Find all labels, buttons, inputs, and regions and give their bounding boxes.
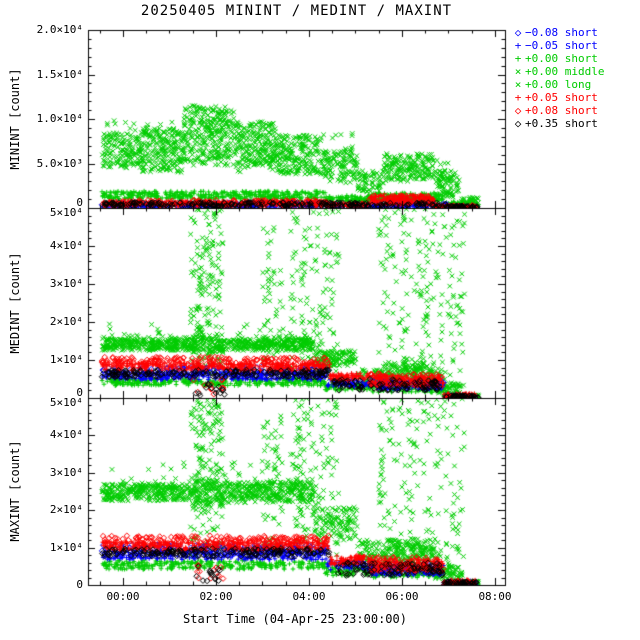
y-axis-label-maxint: MAXINT [count] [8,440,22,542]
x-tick-label: 04:00 [292,590,326,603]
legend-item: ◇ +0.35 short [511,117,604,130]
y-tick-label: 1.0×10⁴ [36,112,83,125]
y-tick-label: 2×10⁴ [49,315,83,328]
legend-symbol-plus-icon: + [514,91,522,104]
legend-label: −0.05 short [525,39,598,52]
y-tick-label: 1.5×10⁴ [36,67,83,81]
legend-item: ◇ +0.08 short [511,104,604,117]
legend-item: + +0.00 short [511,52,604,65]
legend: ◇ −0.08 short + −0.05 short + +0.00 short × +0.… [511,26,605,130]
y-tick-label: 3×10⁴ [49,277,83,290]
x-axis-label: Start Time (04-Apr-25 23:00:00) [183,612,407,626]
x-tick-label: 06:00 [385,590,419,603]
x-tick-label: 08:00 [478,590,512,603]
y-tick-label: 5×10⁴ [49,396,83,409]
y-tick-label: 0 [76,386,83,399]
legend-label: +0.00 short [525,52,598,65]
y-tick-label: 2×10⁴ [49,503,83,517]
legend-item: × +0.00 middle [511,65,605,78]
legend-item: ◇ −0.08 short [511,26,604,39]
legend-label: +0.00 middle [525,65,605,78]
legend-symbol-cross-icon: × [514,65,522,78]
x-tick-label: 00:00 [106,590,140,603]
chart-title: 20250405 MININT / MEDINT / MAXINT [140,3,453,19]
legend-label: +0.35 short [525,117,598,130]
y-tick-label: 1×10⁴ [49,353,83,366]
legend-symbol-plus-icon: + [514,52,522,65]
legend-label: −0.08 short [525,26,598,39]
legend-symbol-diamond-icon: ◇ [514,117,522,130]
y-tick-label: 2.0×10⁴ [36,23,83,36]
legend-item: + −0.05 short [511,39,604,52]
legend-label: +0.05 short [525,91,598,104]
legend-symbol-plus-icon: + [514,39,522,52]
legend-symbol-diamond-icon: ◇ [514,26,522,39]
legend-symbol-diamond-icon: ◇ [514,104,522,117]
x-tick-label: 02:00 [199,590,233,603]
y-axis-label-medint: MEDINT [count] [8,252,22,354]
legend-symbol-cross-icon: × [514,78,522,91]
y-tick-label: 5.0×10³ [36,156,83,170]
y-tick-label: 3×10⁴ [49,465,83,479]
y-tick-label: 0 [76,196,83,209]
legend-label: +0.00 long [525,78,592,91]
y-tick-label: 1×10⁴ [49,540,83,554]
legend-label: +0.08 short [525,104,598,117]
legend-item: × +0.00 long [511,78,604,91]
legend-item: + +0.05 short [511,91,604,104]
y-tick-label: 0 [76,578,83,591]
y-tick-label: 4×10⁴ [49,428,83,442]
y-tick-label: 4×10⁴ [49,239,83,252]
y-tick-label: 5×10⁴ [49,206,83,219]
